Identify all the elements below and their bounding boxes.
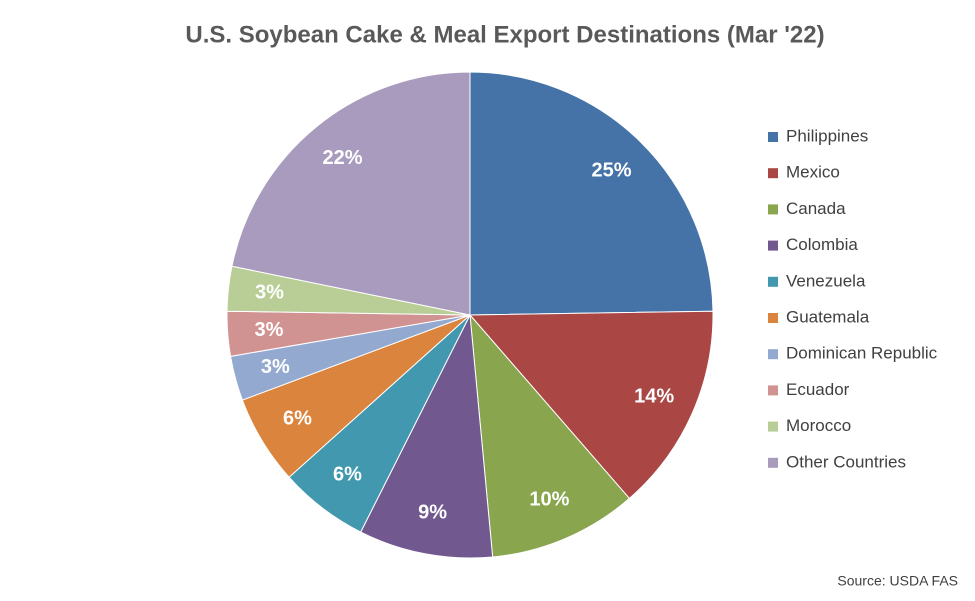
data-label: 22% <box>322 147 362 169</box>
data-label: 9% <box>418 501 447 523</box>
legend-label: Ecuador <box>786 380 850 399</box>
chart-title: U.S. Soybean Cake & Meal Export Destinat… <box>185 21 824 48</box>
data-label: 3% <box>261 356 290 378</box>
pie-slice <box>469 313 631 558</box>
pie-slice <box>231 71 471 316</box>
legend-label: Mexico <box>786 163 840 182</box>
legend-label: Dominican Republic <box>786 344 938 363</box>
pie-slice <box>360 313 494 559</box>
source-note: Source: USDA FAS <box>837 573 958 589</box>
legend-swatch <box>768 313 778 323</box>
legend-label: Colombia <box>786 235 858 254</box>
legend-label: Morocco <box>786 416 851 435</box>
legend-swatch <box>768 349 778 360</box>
legend-swatch <box>768 240 778 251</box>
legend-label: Venezuela <box>786 271 866 290</box>
legend-swatch <box>768 421 778 432</box>
legend-label: Other Countries <box>786 452 906 471</box>
legend-label: Guatemala <box>786 307 870 326</box>
pie-slice <box>469 71 714 316</box>
data-label: 25% <box>591 160 631 182</box>
data-label: 6% <box>333 463 362 485</box>
legend-swatch <box>768 457 778 468</box>
legend-swatch <box>768 168 778 179</box>
pie-slice <box>468 310 714 500</box>
data-label: 14% <box>634 386 674 408</box>
data-label: 10% <box>529 489 569 511</box>
legend-swatch <box>768 276 778 287</box>
data-label: 3% <box>255 281 284 303</box>
legend-swatch <box>768 204 778 215</box>
data-label: 3% <box>254 319 283 341</box>
legend-label: Philippines <box>786 126 868 145</box>
data-label: 6% <box>283 408 312 430</box>
legend-swatch <box>768 132 778 142</box>
legend-swatch <box>768 385 778 396</box>
legend-label: Canada <box>786 199 846 218</box>
